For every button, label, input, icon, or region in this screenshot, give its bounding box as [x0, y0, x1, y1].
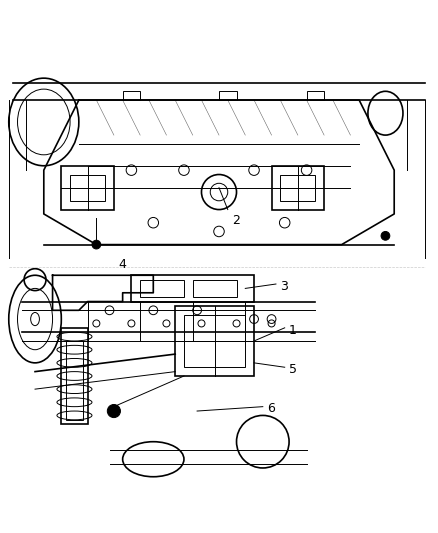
- Text: 5: 5: [289, 363, 297, 376]
- Bar: [193, 280, 237, 297]
- Bar: [70, 174, 105, 201]
- Bar: [61, 166, 114, 209]
- Text: 6: 6: [267, 402, 275, 415]
- Text: 1: 1: [289, 324, 297, 336]
- Bar: [123, 91, 140, 100]
- Bar: [184, 314, 245, 367]
- Text: 2: 2: [232, 214, 240, 227]
- Bar: [61, 328, 88, 424]
- Ellipse shape: [92, 240, 101, 249]
- Bar: [272, 166, 324, 209]
- Ellipse shape: [381, 231, 390, 240]
- Ellipse shape: [107, 405, 120, 418]
- Bar: [66, 341, 83, 420]
- Text: 4: 4: [118, 258, 126, 271]
- Bar: [131, 275, 254, 302]
- Bar: [280, 174, 315, 201]
- Bar: [307, 91, 324, 100]
- Text: 3: 3: [280, 280, 288, 293]
- Bar: [175, 306, 254, 376]
- Bar: [140, 280, 184, 297]
- Bar: [219, 91, 237, 100]
